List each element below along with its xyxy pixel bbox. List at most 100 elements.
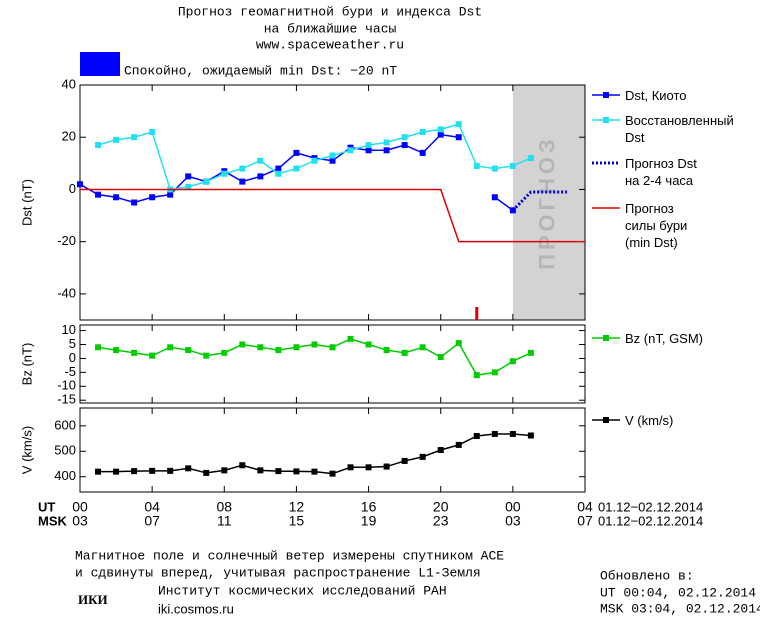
status-swatch bbox=[80, 52, 120, 76]
point bbox=[329, 344, 336, 351]
url: www.spaceweather.ru bbox=[256, 37, 404, 52]
point bbox=[221, 349, 228, 356]
y-tick-label: -20 bbox=[57, 233, 76, 248]
point bbox=[527, 349, 534, 356]
plot-frame bbox=[79, 324, 586, 404]
point bbox=[329, 152, 336, 159]
point bbox=[131, 349, 138, 356]
x-tick-label-msk: 07 bbox=[577, 513, 593, 529]
y-axis-label: Bz (nT) bbox=[19, 343, 34, 386]
point bbox=[509, 358, 516, 365]
point bbox=[113, 347, 120, 354]
point bbox=[527, 155, 534, 162]
point bbox=[419, 453, 426, 460]
forecast-label: ПРОГНОЗ bbox=[535, 135, 560, 270]
institute: Институт космических исследований РАН bbox=[158, 583, 447, 598]
point bbox=[203, 178, 210, 185]
legend-marker bbox=[603, 335, 609, 341]
y-axis-label: Dst (nT) bbox=[19, 179, 34, 226]
point bbox=[365, 341, 372, 348]
point bbox=[311, 341, 318, 348]
legend-marker bbox=[603, 417, 609, 423]
point bbox=[437, 447, 444, 453]
point bbox=[311, 157, 318, 164]
plot-frame bbox=[79, 84, 586, 321]
site: iki.cosmos.ru bbox=[158, 601, 234, 616]
forecast-region bbox=[512, 85, 585, 320]
legend-label: Dst, Киото bbox=[625, 88, 687, 103]
point bbox=[365, 147, 372, 154]
point bbox=[239, 178, 246, 185]
y-tick-label: 600 bbox=[54, 417, 76, 432]
series-line bbox=[98, 433, 531, 475]
y-tick-label: 5 bbox=[69, 336, 76, 351]
point bbox=[509, 162, 516, 169]
point bbox=[347, 464, 354, 471]
point bbox=[401, 142, 408, 149]
point bbox=[401, 349, 408, 356]
series-line bbox=[80, 188, 585, 243]
legend-marker bbox=[603, 117, 609, 123]
date-range: 01.12−02.12.2014 bbox=[598, 513, 703, 528]
point bbox=[275, 347, 282, 354]
point bbox=[491, 430, 498, 437]
point bbox=[293, 344, 300, 351]
point bbox=[113, 468, 120, 475]
plot-frame bbox=[79, 407, 586, 493]
point bbox=[149, 194, 156, 201]
point bbox=[149, 467, 156, 474]
point bbox=[257, 467, 264, 474]
subtitle: на ближайшие часы bbox=[264, 21, 397, 36]
point bbox=[257, 157, 264, 164]
point bbox=[419, 129, 426, 135]
x-tick-label: 00 bbox=[505, 499, 521, 515]
point bbox=[185, 173, 192, 180]
point bbox=[239, 341, 246, 348]
point bbox=[95, 344, 102, 351]
point bbox=[473, 372, 480, 379]
point bbox=[77, 181, 83, 188]
point bbox=[293, 468, 300, 475]
point bbox=[131, 134, 138, 141]
y-tick-label: -10 bbox=[57, 378, 76, 393]
point bbox=[455, 134, 462, 141]
legend-label: Прогноз силы бури (min Dst) bbox=[625, 201, 688, 250]
point bbox=[95, 142, 102, 149]
note: и сдвинуты вперед, учитывая распростране… bbox=[75, 565, 481, 580]
y-tick-label: 20 bbox=[62, 129, 76, 144]
x-tick-label-msk: 07 bbox=[144, 513, 160, 529]
x-tick-label-msk: 15 bbox=[289, 513, 305, 529]
updated-msk: MSK 03:04, 02.12.2014 bbox=[600, 601, 760, 616]
point bbox=[113, 194, 120, 201]
point bbox=[509, 430, 516, 437]
note: Магнитное поле и солнечный ветер измерен… bbox=[75, 548, 504, 563]
point bbox=[473, 162, 480, 169]
point bbox=[383, 139, 390, 146]
updated: Обновлено в: bbox=[600, 568, 694, 583]
point bbox=[527, 432, 534, 439]
point bbox=[185, 347, 192, 354]
point bbox=[401, 457, 408, 464]
point bbox=[491, 165, 498, 172]
point bbox=[437, 354, 444, 361]
point bbox=[131, 199, 138, 206]
point bbox=[239, 462, 246, 469]
point bbox=[293, 149, 300, 156]
x-tick-label-msk: 19 bbox=[361, 513, 377, 529]
series-line bbox=[79, 133, 459, 204]
point bbox=[419, 344, 426, 351]
date-range: 01.12−02.12.2014 bbox=[598, 499, 703, 514]
point bbox=[95, 191, 102, 198]
point bbox=[167, 344, 174, 351]
status: Спокойно, ожидаемый min Dst: −20 nT bbox=[124, 63, 397, 78]
point bbox=[185, 183, 192, 190]
x-tick-label: 12 bbox=[289, 499, 305, 515]
point bbox=[437, 126, 444, 133]
point bbox=[293, 165, 300, 172]
point bbox=[383, 347, 390, 354]
point bbox=[383, 147, 390, 154]
legend-label: V (km/s) bbox=[625, 413, 674, 428]
point bbox=[185, 465, 192, 472]
y-tick-label: -15 bbox=[57, 392, 76, 407]
